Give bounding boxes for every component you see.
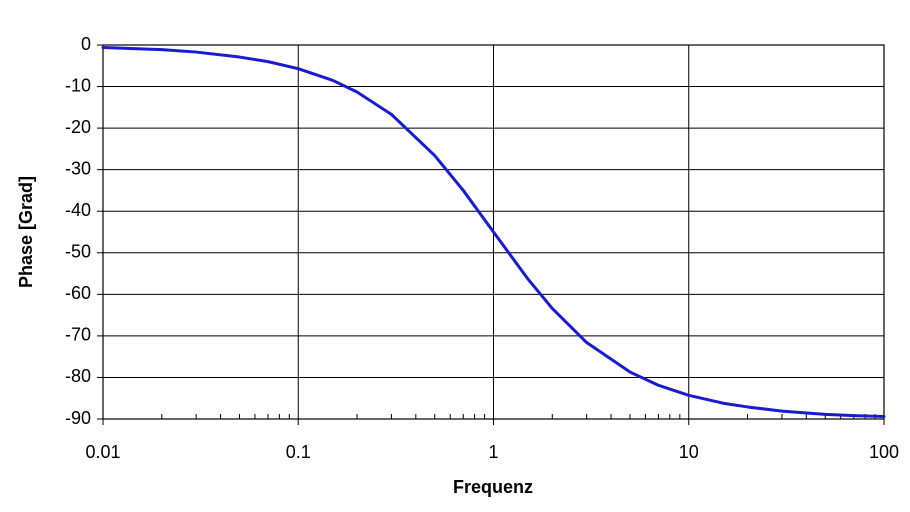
y-tick-label: -70 (65, 325, 91, 345)
y-axis-title: Phase [Grad] (16, 176, 36, 288)
x-tick-label: 1 (488, 442, 498, 462)
y-tick-label: -10 (65, 75, 91, 95)
x-tick-label: 100 (869, 442, 899, 462)
x-tick-label: 10 (679, 442, 699, 462)
x-tick-label: 0.1 (286, 442, 311, 462)
x-tick-label: 0.01 (85, 442, 120, 462)
y-tick-label: -90 (65, 408, 91, 428)
y-tick-label: 0 (81, 34, 91, 54)
y-tick-label: -40 (65, 200, 91, 220)
y-tick-label: -20 (65, 117, 91, 137)
y-tick-label: -30 (65, 158, 91, 178)
y-tick-label: -80 (65, 366, 91, 386)
data-line (101, 45, 886, 419)
y-tick-label: -60 (65, 283, 91, 303)
x-axis-title: Frequenz (453, 477, 533, 497)
y-tick-label: -50 (65, 242, 91, 262)
